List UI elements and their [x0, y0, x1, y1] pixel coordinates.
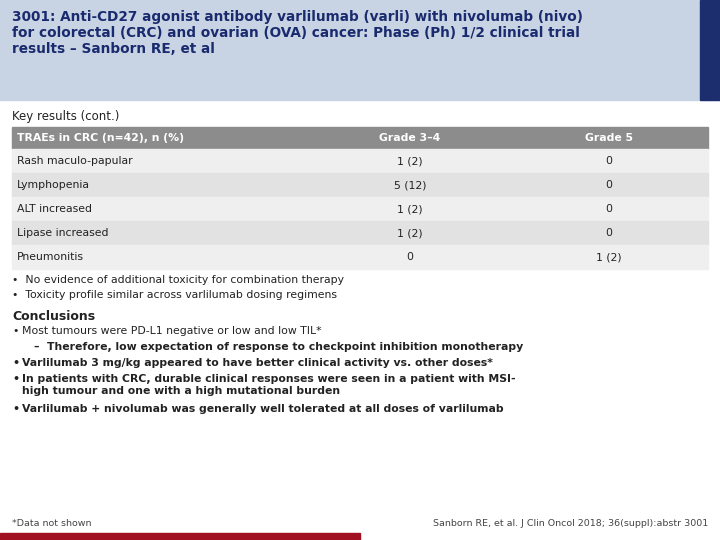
Text: •: • [12, 374, 19, 384]
Text: Most tumours were PD-L1 negative or low and low TIL*: Most tumours were PD-L1 negative or low … [22, 326, 322, 336]
Text: 0: 0 [407, 252, 413, 262]
Text: •: • [12, 404, 19, 414]
Text: results – Sanborn RE, et al: results – Sanborn RE, et al [12, 42, 215, 56]
Text: Rash maculo-papular: Rash maculo-papular [17, 156, 132, 166]
Text: 3001: Anti-CD27 agonist antibody varlilumab (varli) with nivolumab (nivo): 3001: Anti-CD27 agonist antibody varlilu… [12, 10, 583, 24]
Text: 1 (2): 1 (2) [596, 252, 622, 262]
Text: TRAEs in CRC (n=42), n (%): TRAEs in CRC (n=42), n (%) [17, 133, 184, 143]
Text: 1 (2): 1 (2) [397, 204, 423, 214]
Text: ALT increased: ALT increased [17, 204, 92, 214]
Text: 0: 0 [606, 204, 613, 214]
Text: Key results (cont.): Key results (cont.) [12, 110, 120, 123]
Text: •  No evidence of additional toxicity for combination therapy: • No evidence of additional toxicity for… [12, 275, 344, 285]
Text: •  Toxicity profile similar across varlilumab dosing regimens: • Toxicity profile similar across varlil… [12, 290, 337, 300]
Text: *Data not shown: *Data not shown [12, 519, 91, 528]
Bar [0, 0, 718, 100]
Text: –  Therefore, low expectation of response to checkpoint inhibition monotherapy: – Therefore, low expectation of response… [34, 342, 523, 352]
Bar [310, 245, 510, 269]
Bar [510, 149, 708, 173]
Bar [12, 197, 310, 221]
Bar [12, 149, 310, 173]
Bar [310, 173, 510, 197]
Text: Conclusions: Conclusions [12, 310, 95, 323]
Text: Grade 3–4: Grade 3–4 [379, 133, 441, 143]
Text: 0: 0 [606, 228, 613, 238]
Bar [310, 221, 510, 245]
Bar [12, 221, 310, 245]
Text: Varlilumab 3 mg/kg appeared to have better clinical activity vs. other doses*: Varlilumab 3 mg/kg appeared to have bett… [22, 358, 493, 368]
Bar [510, 197, 708, 221]
Text: •: • [12, 326, 19, 336]
Bar [310, 127, 510, 149]
Text: Pneumonitis: Pneumonitis [17, 252, 84, 262]
Text: for colorectal (CRC) and ovarian (OVA) cancer: Phase (Ph) 1/2 clinical trial: for colorectal (CRC) and ovarian (OVA) c… [12, 26, 580, 40]
Text: 5 (12): 5 (12) [394, 180, 426, 190]
Bar [310, 149, 510, 173]
Text: Varlilumab + nivolumab was generally well tolerated at all doses of varlilumab: Varlilumab + nivolumab was generally wel… [22, 404, 503, 414]
Text: Lymphopenia: Lymphopenia [17, 180, 90, 190]
Bar [510, 173, 708, 197]
Text: •: • [12, 358, 19, 368]
Bar [0, 533, 360, 540]
Bar [510, 221, 708, 245]
Text: 1 (2): 1 (2) [397, 156, 423, 166]
Bar [310, 197, 510, 221]
Bar [12, 127, 310, 149]
Bar [12, 173, 310, 197]
Text: 0: 0 [606, 180, 613, 190]
Text: 0: 0 [606, 156, 613, 166]
Bar [12, 245, 310, 269]
Text: In patients with CRC, durable clinical responses were seen in a patient with MSI: In patients with CRC, durable clinical r… [22, 374, 516, 396]
Text: Grade 5: Grade 5 [585, 133, 633, 143]
Bar [510, 127, 708, 149]
Bar [700, 0, 720, 100]
Text: Sanborn RE, et al. J Clin Oncol 2018; 36(suppl):abstr 3001: Sanborn RE, et al. J Clin Oncol 2018; 36… [433, 519, 708, 528]
Text: Lipase increased: Lipase increased [17, 228, 109, 238]
Text: 1 (2): 1 (2) [397, 228, 423, 238]
Bar [510, 245, 708, 269]
